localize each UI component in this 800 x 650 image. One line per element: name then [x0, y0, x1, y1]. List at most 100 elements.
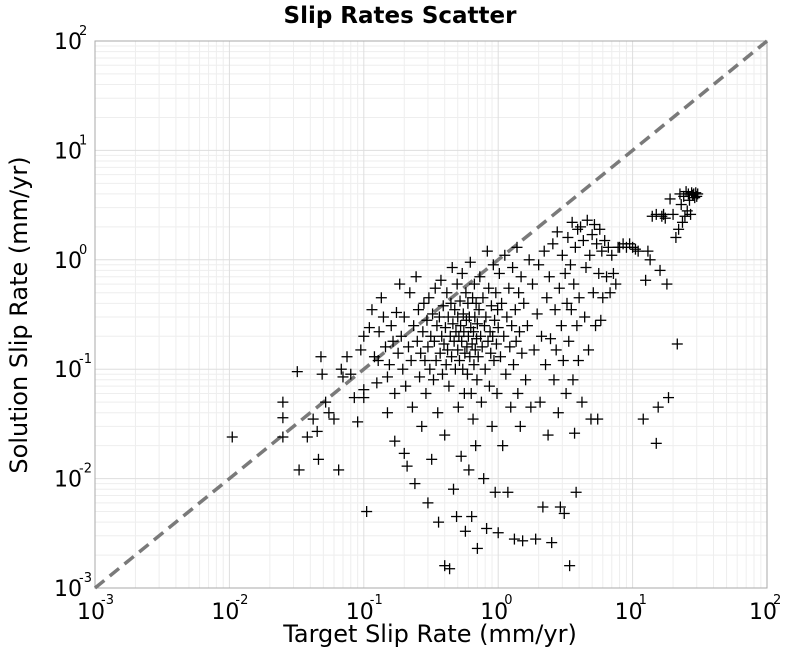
data-point: [632, 245, 644, 257]
data-point: [549, 304, 561, 316]
data-point: [456, 335, 468, 347]
data-point: [404, 287, 416, 299]
svg-text:10: 10: [54, 577, 82, 602]
data-point: [457, 363, 469, 375]
data-point: [381, 371, 393, 383]
data-point: [530, 533, 542, 545]
svg-text:1: 1: [79, 133, 87, 148]
data-point: [483, 380, 495, 392]
data-point: [555, 320, 567, 332]
data-point: [650, 437, 662, 449]
svg-text:10: 10: [615, 600, 643, 625]
data-point: [307, 413, 319, 425]
data-point: [470, 297, 482, 309]
y-tick-label: 10-3: [54, 571, 92, 602]
data-point: [552, 407, 564, 419]
data-point: [521, 320, 533, 332]
data-point: [545, 333, 557, 345]
data-point: [480, 311, 492, 323]
data-point: [424, 363, 436, 375]
data-point: [475, 396, 487, 408]
data-point: [537, 501, 549, 513]
data-point: [685, 208, 697, 220]
svg-text:-3: -3: [101, 593, 114, 608]
data-point: [513, 287, 525, 299]
data-point: [607, 267, 619, 279]
data-point: [588, 219, 600, 231]
svg-text:10: 10: [77, 600, 105, 625]
data-point: [513, 326, 525, 338]
data-point: [481, 522, 493, 534]
data-point: [502, 486, 514, 498]
data-point: [573, 292, 585, 304]
data-point: [379, 341, 391, 353]
data-point: [471, 542, 483, 554]
data-point: [663, 392, 675, 404]
data-point: [509, 304, 521, 316]
data-point: [372, 355, 384, 367]
data-point: [551, 226, 563, 238]
data-point: [311, 425, 323, 437]
x-axis-label: Target Slip Rate (mm/yr): [282, 620, 577, 648]
chart-title: Slip Rates Scatter: [284, 3, 518, 29]
data-point: [418, 297, 430, 309]
x-tick-label: 102: [749, 593, 781, 625]
data-point: [400, 380, 412, 392]
data-point: [438, 338, 450, 350]
data-point: [596, 245, 608, 257]
data-point: [482, 335, 494, 347]
data-point: [601, 271, 613, 283]
data-point: [503, 282, 515, 294]
data-point: [483, 282, 495, 294]
data-point: [373, 326, 385, 338]
data-point: [548, 374, 560, 386]
data-point: [335, 363, 347, 375]
data-point: [473, 304, 485, 316]
data-point: [467, 413, 479, 425]
x-tick-labels: 10-3 10-2 10-1 100 101 102: [77, 593, 781, 625]
svg-text:10: 10: [54, 358, 82, 383]
data-point: [352, 416, 364, 428]
data-point: [416, 420, 428, 432]
data-point: [527, 278, 539, 290]
data-point: [546, 537, 558, 549]
data-point: [277, 412, 289, 424]
reference-line: [93, 39, 769, 590]
data-point: [449, 304, 461, 316]
data-point: [581, 214, 593, 226]
x-tick-label: 101: [615, 593, 647, 625]
data-point: [394, 278, 406, 290]
x-tick-label: 100: [480, 593, 512, 625]
data-point: [559, 267, 571, 279]
data-point: [277, 396, 289, 408]
data-point: [569, 241, 581, 253]
data-point: [557, 355, 569, 367]
data-point: [597, 292, 609, 304]
data-point: [570, 486, 582, 498]
data-point: [547, 238, 559, 250]
data-point: [455, 450, 467, 462]
data-point: [477, 292, 489, 304]
data-point: [675, 199, 687, 211]
data-point: [492, 322, 504, 334]
data-point: [525, 401, 537, 413]
data-point: [469, 311, 481, 323]
data-point: [637, 413, 649, 425]
data-point: [392, 347, 404, 359]
data-point: [277, 431, 289, 443]
y-tick-label: 10-1: [54, 352, 92, 383]
data-point: [500, 368, 512, 380]
data-point: [405, 355, 417, 367]
y-tick-label: 101: [54, 133, 87, 164]
data-point: [301, 431, 313, 443]
data-point: [469, 344, 481, 356]
data-point: [542, 429, 554, 441]
data-point: [328, 413, 340, 425]
data-point: [538, 245, 550, 257]
data-point: [558, 507, 570, 519]
data-point: [541, 292, 553, 304]
svg-text:10: 10: [346, 600, 374, 625]
data-point: [401, 460, 413, 472]
